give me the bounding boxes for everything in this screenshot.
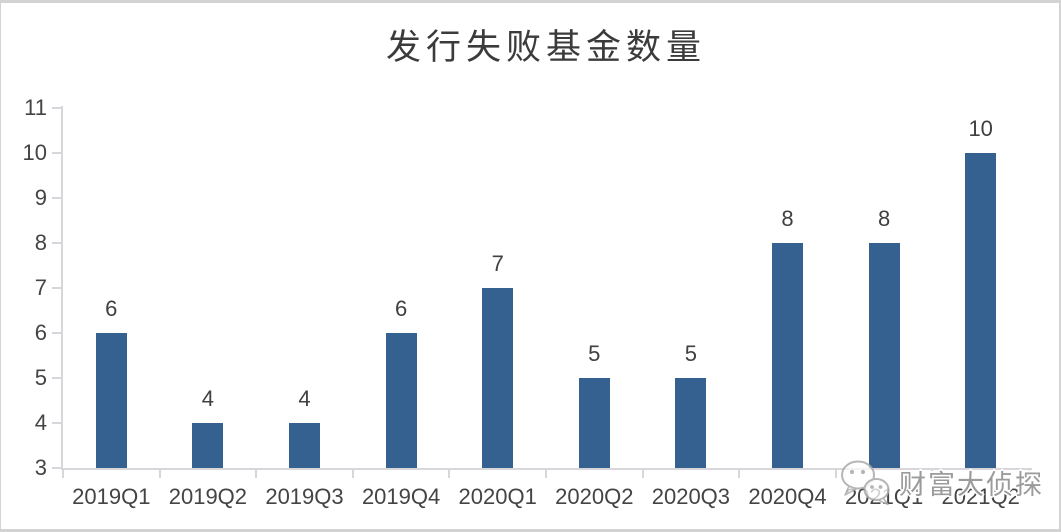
x-axis-tick	[738, 470, 741, 478]
y-axis-tick-label: 6	[34, 320, 47, 345]
y-axis-tick-label: 7	[34, 275, 47, 300]
bar-value-label: 4	[201, 386, 215, 411]
x-axis-tick	[834, 470, 837, 478]
y-axis-tick	[52, 152, 61, 154]
bar	[192, 423, 224, 468]
bar	[868, 243, 900, 468]
bar-value-label: 4	[298, 386, 311, 411]
bar-value-label: 5	[684, 341, 698, 366]
y-axis-tick	[52, 377, 61, 379]
bar-value-label: 8	[877, 206, 891, 231]
x-axis-line	[61, 468, 1032, 470]
x-axis-tick	[641, 470, 644, 478]
y-axis-tick-label: 8	[34, 230, 47, 255]
y-axis-tick-label: 11	[24, 95, 47, 120]
x-axis-tick-label: 2020Q4	[748, 484, 827, 509]
x-axis-tick-label: 2021Q1	[844, 484, 924, 509]
x-axis-tick-label: 2020Q3	[651, 484, 731, 509]
bar	[578, 378, 610, 468]
bar	[675, 378, 707, 468]
plot-area: 3 4 5 6 7 8 9 10 11 6 2019Q1 4 2019Q2 4 2019Q3 6 2019Q4 7…	[1, 3, 1059, 529]
x-axis-tick	[545, 470, 547, 478]
bar	[385, 333, 417, 468]
bar-value-label: 8	[781, 206, 794, 231]
y-axis-tick-label: 3	[34, 455, 47, 480]
x-axis-tick	[1028, 470, 1030, 478]
y-axis-tick	[52, 197, 61, 199]
y-axis-tick	[52, 242, 61, 244]
y-axis-line	[61, 106, 63, 468]
y-axis-tick	[52, 467, 61, 469]
y-axis-tick	[52, 107, 61, 109]
y-axis-tick	[52, 287, 61, 289]
x-axis-tick-label: 2019Q3	[265, 484, 344, 509]
x-axis-tick	[931, 470, 934, 478]
x-axis-tick-label: 2020Q1	[458, 484, 537, 509]
y-axis-tick	[52, 422, 61, 424]
x-axis-tick	[351, 470, 354, 478]
bar	[965, 153, 997, 468]
y-axis-tick-label: 9	[34, 185, 47, 210]
x-axis-tick	[255, 470, 258, 478]
bar-value-label: 6	[394, 296, 408, 321]
bar	[772, 243, 803, 468]
bar-value-label: 7	[491, 251, 504, 276]
x-axis-tick-label: 2019Q1	[72, 484, 151, 509]
y-axis-tick	[52, 332, 61, 334]
bar-value-label: 10	[968, 116, 993, 141]
x-axis-tick-label: 2020Q2	[555, 484, 634, 509]
x-axis-tick-label: 2019Q4	[361, 484, 441, 509]
y-axis-tick-label: 10	[22, 140, 47, 165]
chart-title: 发行失败基金数量	[385, 28, 706, 68]
y-axis-tick-label: 5	[34, 365, 47, 390]
x-axis-tick-label: 2019Q2	[168, 484, 248, 509]
bar	[95, 333, 127, 468]
x-axis-tick	[448, 470, 451, 478]
bar-value-label: 5	[588, 341, 601, 366]
x-axis-tick	[158, 470, 161, 478]
y-axis-tick-label: 4	[34, 410, 47, 435]
x-axis-tick	[62, 470, 64, 478]
bar	[482, 288, 514, 468]
x-axis-tick-label: 2021Q2	[941, 484, 1020, 509]
bar-value-label: 6	[105, 296, 118, 321]
bar	[289, 423, 320, 468]
